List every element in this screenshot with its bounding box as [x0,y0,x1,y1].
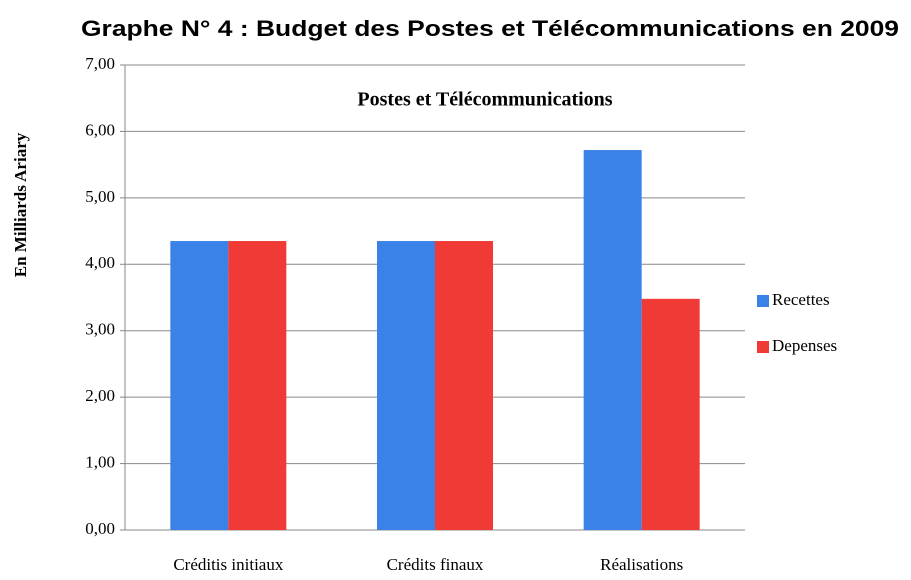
y-tick-label: 3,00 [85,320,115,339]
y-tick-label: 7,00 [85,54,115,73]
legend-swatch [757,341,769,353]
bar [377,241,435,531]
legend-label: Recettes [772,290,830,309]
x-tick-label: Créditis initiaux [173,555,284,574]
legend-label: Depenses [772,336,837,355]
y-tick-label: 4,00 [85,253,115,272]
chart-subtitle: Postes et Télécommunications [357,89,612,111]
x-tick-label: Réalisations [600,555,683,574]
legend-swatch [757,295,769,307]
y-tick-label: 6,00 [85,120,115,139]
y-tick-label: 1,00 [85,452,115,471]
bar [170,241,229,531]
bar [641,298,700,530]
bar [435,241,493,531]
y-tick-label: 2,00 [85,386,115,405]
x-tick-label: Crédits finaux [387,555,484,574]
y-tick-label: 0,00 [85,519,115,538]
y-axis-label: En Milliards Ariary [11,132,30,277]
chart-title: Graphe N° 4 : Budget des Postes et Téléc… [81,16,899,41]
bar [228,241,287,531]
y-tick-label: 5,00 [85,187,115,206]
bar [583,150,642,530]
